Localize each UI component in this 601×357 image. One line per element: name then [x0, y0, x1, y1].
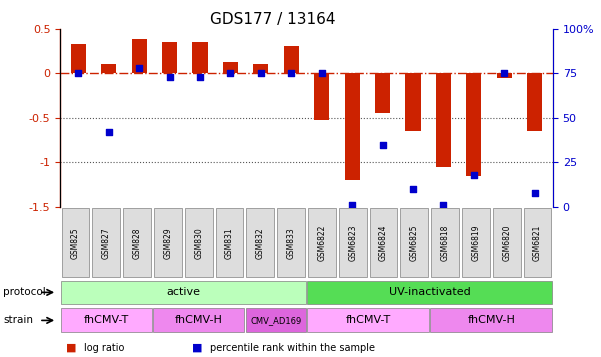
Point — [287, 70, 296, 76]
Point — [439, 202, 448, 208]
Point — [73, 70, 83, 76]
Text: GSM831: GSM831 — [225, 227, 234, 258]
FancyBboxPatch shape — [307, 308, 429, 332]
Text: GSM827: GSM827 — [102, 227, 111, 258]
Text: GSM830: GSM830 — [194, 227, 203, 258]
Point — [347, 202, 357, 208]
Point — [225, 70, 235, 76]
Point — [165, 74, 174, 80]
FancyBboxPatch shape — [462, 208, 490, 277]
FancyBboxPatch shape — [185, 208, 213, 277]
FancyBboxPatch shape — [93, 208, 120, 277]
Text: CMV_AD169: CMV_AD169 — [250, 316, 301, 325]
Text: GSM6825: GSM6825 — [410, 225, 419, 261]
Text: GSM829: GSM829 — [163, 227, 172, 258]
FancyBboxPatch shape — [493, 208, 520, 277]
Point — [378, 142, 388, 147]
Point — [408, 186, 418, 192]
Text: GSM6821: GSM6821 — [533, 225, 542, 261]
FancyBboxPatch shape — [339, 208, 367, 277]
Bar — [375, 73, 390, 114]
Bar — [253, 64, 269, 73]
FancyBboxPatch shape — [62, 208, 90, 277]
Bar — [496, 73, 512, 77]
FancyBboxPatch shape — [308, 208, 336, 277]
Text: ■: ■ — [192, 343, 203, 353]
FancyBboxPatch shape — [523, 208, 551, 277]
Text: GSM6819: GSM6819 — [471, 225, 480, 261]
FancyBboxPatch shape — [307, 281, 552, 304]
FancyBboxPatch shape — [246, 208, 274, 277]
Text: GDS177 / 13164: GDS177 / 13164 — [210, 12, 336, 27]
Bar — [284, 46, 299, 73]
Point — [469, 172, 478, 178]
Bar — [223, 61, 238, 73]
Text: fhCMV-H: fhCMV-H — [468, 315, 515, 326]
FancyBboxPatch shape — [61, 281, 306, 304]
Bar — [192, 42, 207, 73]
Text: GSM833: GSM833 — [287, 227, 296, 258]
FancyBboxPatch shape — [216, 208, 243, 277]
Text: protocol: protocol — [3, 287, 46, 297]
FancyBboxPatch shape — [61, 308, 152, 332]
Point — [499, 70, 509, 76]
Bar — [101, 64, 117, 73]
Text: fhCMV-H: fhCMV-H — [175, 315, 222, 326]
FancyBboxPatch shape — [432, 208, 459, 277]
Text: strain: strain — [3, 315, 33, 326]
Point — [317, 70, 326, 76]
Bar — [466, 73, 481, 176]
FancyBboxPatch shape — [277, 208, 305, 277]
Text: GSM828: GSM828 — [133, 227, 142, 258]
Text: GSM825: GSM825 — [71, 227, 80, 258]
Bar — [436, 73, 451, 167]
Bar — [344, 73, 360, 180]
Bar — [406, 73, 421, 131]
Text: fhCMV-T: fhCMV-T — [84, 315, 129, 326]
FancyBboxPatch shape — [154, 208, 182, 277]
Bar — [71, 44, 86, 73]
Text: GSM6822: GSM6822 — [317, 225, 326, 261]
Text: log ratio: log ratio — [84, 343, 124, 353]
Text: GSM6824: GSM6824 — [379, 225, 388, 261]
Text: GSM6823: GSM6823 — [348, 225, 357, 261]
Text: ■: ■ — [66, 343, 76, 353]
Point — [195, 74, 205, 80]
Text: active: active — [166, 287, 200, 297]
Bar — [527, 73, 542, 131]
Point — [256, 70, 266, 76]
Text: GSM6820: GSM6820 — [502, 225, 511, 261]
Text: GSM832: GSM832 — [256, 227, 265, 258]
Text: percentile rank within the sample: percentile rank within the sample — [210, 343, 376, 353]
FancyBboxPatch shape — [370, 208, 397, 277]
FancyBboxPatch shape — [246, 308, 306, 332]
Text: GSM6818: GSM6818 — [441, 225, 450, 261]
FancyBboxPatch shape — [400, 208, 428, 277]
Bar — [314, 73, 329, 120]
Text: fhCMV-T: fhCMV-T — [346, 315, 391, 326]
FancyBboxPatch shape — [153, 308, 244, 332]
FancyBboxPatch shape — [123, 208, 151, 277]
Point — [104, 129, 114, 135]
Text: UV-inactivated: UV-inactivated — [389, 287, 471, 297]
FancyBboxPatch shape — [430, 308, 552, 332]
Bar — [132, 39, 147, 73]
Point — [135, 65, 144, 71]
Bar — [162, 42, 177, 73]
Point — [530, 190, 540, 196]
